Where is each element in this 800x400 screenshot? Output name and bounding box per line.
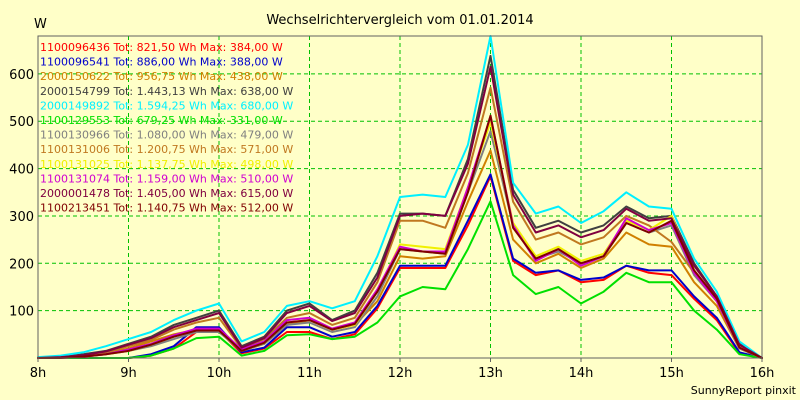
y-axis-unit-label: W — [34, 17, 47, 32]
legend-entry-1100131074: 1100131074 Tot: 1.159,00 Wh Max: 510,00 … — [40, 172, 293, 185]
legend-entry-2000154799: 2000154799 Tot: 1.443,13 Wh Max: 638,00 … — [40, 85, 293, 98]
chart-title: Wechselrichtervergleich vom 01.01.2014 — [266, 13, 533, 28]
legend-entry-1100096436: 1100096436 Tot: 821,50 Wh Max: 384,00 W — [40, 41, 283, 54]
series-line-1100131074 — [37, 115, 763, 359]
series-line-2000150622 — [37, 149, 763, 359]
series-line-2000154799 — [37, 54, 763, 359]
legend-entry-1100129553: 1100129553 Tot: 679,25 Wh Max: 331,00 W — [40, 114, 283, 127]
series-line-1100213451 — [37, 114, 763, 359]
legend-entry-2000149892: 2000149892 Tot: 1.594,25 Wh Max: 680,00 … — [40, 99, 293, 112]
legend-entry-1100131025: 1100131025 Tot: 1.137,75 Wh Max: 498,00 … — [40, 158, 293, 171]
y-tick-label: 500 — [9, 115, 34, 130]
x-tick-label: 11h — [297, 366, 322, 381]
series-line-2000001478 — [37, 65, 763, 359]
series-line-2000149892 — [37, 35, 763, 359]
x-tick-label: 10h — [207, 366, 232, 381]
x-axis-ticks: 8h 9h 10h 11h 12h 13h 14h 15h 16h — [30, 358, 775, 381]
legend-entry-2000001478: 2000001478 Tot: 1.405,00 Wh Max: 615,00 … — [40, 187, 293, 200]
legend-entry-1100130966: 1100130966 Tot: 1.080,00 Wh Max: 479,00 … — [40, 129, 293, 142]
y-axis-ticks: 100 200 300 400 500 600 — [9, 68, 34, 320]
y-tick-label: 300 — [9, 210, 34, 225]
y-tick-label: 400 — [9, 163, 34, 178]
series-line-1100096541 — [37, 173, 763, 359]
series-line-1100131006 — [37, 86, 763, 359]
legend-entry-1100096541: 1100096541 Tot: 886,00 Wh Max: 388,00 W — [40, 56, 283, 69]
y-tick-label: 600 — [9, 68, 34, 83]
legend: 1100096436 Tot: 821,50 Wh Max: 384,00 W 1… — [40, 41, 293, 215]
x-tick-label: 16h — [750, 366, 775, 381]
x-tick-label: 15h — [659, 366, 684, 381]
x-tick-label: 9h — [120, 366, 137, 381]
legend-entry-1100213451: 1100213451 Tot: 1.140,75 Wh Max: 512,00 … — [40, 202, 293, 215]
series-line-1100129553 — [37, 200, 763, 359]
y-tick-label: 200 — [9, 257, 34, 272]
x-tick-label: 8h — [30, 366, 47, 381]
series-lines — [37, 35, 763, 359]
x-tick-label: 14h — [569, 366, 594, 381]
legend-entry-1100131006: 1100131006 Tot: 1.200,75 Wh Max: 571,00 … — [40, 143, 293, 156]
legend-entry-2000150622: 2000150622 Tot: 956,75 Wh Max: 438,00 W — [40, 70, 283, 83]
x-tick-label: 13h — [478, 366, 503, 381]
y-tick-label: 100 — [9, 305, 34, 320]
x-tick-label: 12h — [388, 366, 413, 381]
footer-credit: SunnyReport pinxit — [691, 384, 797, 397]
